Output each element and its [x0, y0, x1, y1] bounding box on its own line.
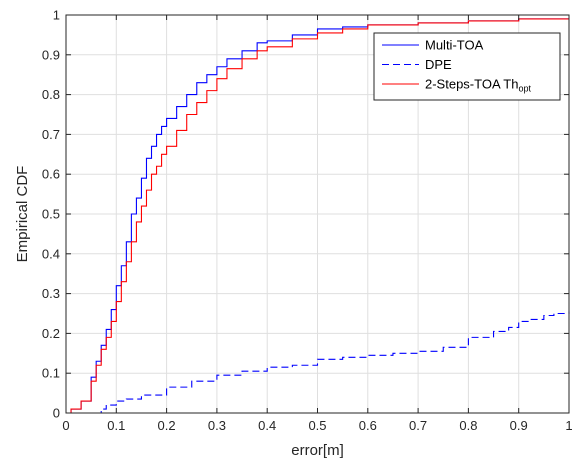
y-tick-label: 0.3	[42, 286, 60, 301]
x-tick-label: 0.4	[258, 418, 276, 433]
x-tick-label: 0	[62, 418, 69, 433]
x-tick-label: 1	[565, 418, 572, 433]
y-tick-label: 0.4	[42, 246, 60, 261]
y-tick-label: 0.7	[42, 127, 60, 142]
series-line-1	[96, 311, 570, 414]
y-axis-label: Empirical CDF	[14, 166, 31, 263]
y-tick-label: 0	[53, 406, 60, 421]
x-tick-label: 0.9	[510, 418, 528, 433]
legend: Multi-TOA DPE 2-Steps-TOA Thopt	[373, 32, 561, 101]
series-line-2	[66, 18, 569, 414]
y-tick-label: 0.2	[42, 326, 60, 341]
x-tick-label: 0.5	[308, 418, 326, 433]
legend-label-subscript: opt	[518, 84, 531, 94]
x-tick-label: 0.8	[459, 418, 477, 433]
legend-label-1: DPE	[425, 57, 452, 72]
legend-label-text: DPE	[425, 57, 452, 72]
y-tick-label: 1	[53, 8, 60, 23]
x-axis-label: error[m]	[291, 442, 344, 459]
x-tick-label: 0.2	[158, 418, 176, 433]
plot-series	[66, 18, 570, 414]
x-tick-label: 0.3	[208, 418, 226, 433]
x-tick-label: 0.6	[359, 418, 377, 433]
axis-ticks: 0 0.1 0.2 0.3 0.4 0.5 0.6 0.7 0.8 0.9 1 0 0.1 0.2 0.3 0…	[42, 8, 573, 434]
legend-label-text: 2-Steps-TOA Th	[425, 77, 518, 92]
y-tick-label: 0.1	[42, 366, 60, 381]
y-tick-label: 0.9	[42, 47, 60, 62]
y-tick-label: 0.8	[42, 87, 60, 102]
legend-label-text: Multi-TOA	[425, 38, 484, 53]
legend-label-0: Multi-TOA	[425, 38, 484, 53]
x-tick-label: 0.7	[409, 418, 427, 433]
y-tick-label: 0.5	[42, 207, 60, 222]
y-tick-label: 0.6	[42, 167, 60, 182]
x-tick-label: 0.1	[107, 418, 125, 433]
legend-label-2: 2-Steps-TOA Thopt	[425, 77, 531, 94]
legend-box	[373, 32, 561, 101]
